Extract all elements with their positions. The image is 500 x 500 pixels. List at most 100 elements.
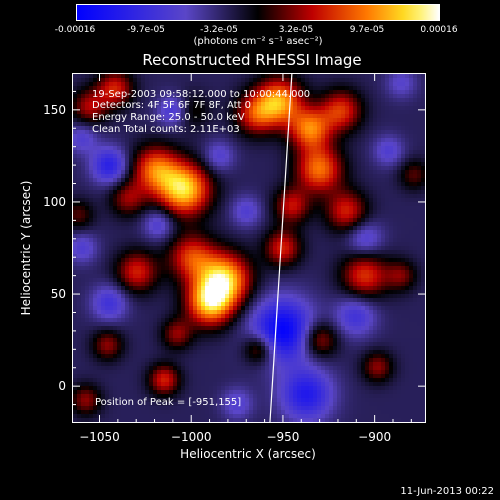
heatmap-cell — [153, 122, 158, 127]
heatmap-cell — [357, 154, 362, 159]
heatmap-cell — [157, 102, 162, 107]
heatmap-cell — [281, 274, 286, 279]
heatmap-cell — [165, 126, 170, 131]
heatmap-cell — [273, 110, 278, 115]
heatmap-cell — [273, 118, 278, 123]
heatmap-cell — [313, 74, 318, 79]
heatmap-cell — [201, 122, 206, 127]
heatmap-cell — [73, 290, 78, 295]
heatmap-cell — [381, 186, 386, 191]
heatmap-cell — [273, 142, 278, 147]
heatmap-cell — [89, 86, 94, 91]
heatmap-cell — [189, 82, 194, 87]
heatmap-cell — [265, 294, 270, 299]
heatmap-cell — [261, 222, 266, 227]
heatmap-cell — [333, 142, 338, 147]
heatmap-cell — [357, 198, 362, 203]
heatmap-cell — [401, 122, 406, 127]
heatmap-cell — [345, 114, 350, 119]
heatmap-cell — [417, 242, 422, 247]
heatmap-cell — [329, 86, 334, 91]
heatmap-cell — [361, 158, 366, 163]
heatmap-cell — [73, 270, 78, 275]
heatmap-cell — [293, 246, 298, 251]
heatmap-cell — [273, 206, 278, 211]
heatmap-cell — [265, 226, 270, 231]
heatmap-cell — [257, 178, 262, 183]
heatmap-cell — [181, 162, 186, 167]
heatmap-cell — [125, 206, 130, 211]
heatmap-cell — [229, 270, 234, 275]
heatmap-cell — [217, 190, 222, 195]
heatmap-cell — [209, 230, 214, 235]
heatmap-cell — [213, 258, 218, 263]
heatmap-cell — [109, 150, 114, 155]
heatmap-cell — [145, 94, 150, 99]
heatmap-cell — [229, 106, 234, 111]
heatmap-cell — [313, 98, 318, 103]
heatmap-cell — [329, 90, 334, 95]
heatmap-cell — [137, 274, 142, 279]
heatmap-cell — [397, 274, 402, 279]
heatmap-cell — [73, 126, 78, 131]
heatmap-cell — [153, 158, 158, 163]
heatmap-cell — [145, 98, 150, 103]
heatmap-cell — [269, 238, 274, 243]
heatmap-cell — [393, 86, 398, 91]
heatmap-cell — [361, 262, 366, 267]
heatmap-cell — [261, 178, 266, 183]
heatmap-cell — [281, 166, 286, 171]
heatmap-cell — [345, 290, 350, 295]
heatmap-cell — [393, 102, 398, 107]
heatmap-cell — [137, 266, 142, 271]
heatmap-cell — [101, 174, 106, 179]
heatmap-cell — [293, 86, 298, 91]
heatmap-cell — [285, 162, 290, 167]
heatmap-cell — [293, 190, 298, 195]
heatmap-cell — [389, 226, 394, 231]
heatmap-cell — [97, 154, 102, 159]
heatmap-cell — [225, 138, 230, 143]
heatmap-cell — [129, 98, 134, 103]
heatmap-cell — [417, 98, 422, 103]
heatmap-cell — [149, 110, 154, 115]
heatmap-cell — [101, 278, 106, 283]
heatmap-cell — [133, 106, 138, 111]
heatmap-cell — [89, 118, 94, 123]
heatmap-cell — [409, 150, 414, 155]
heatmap-cell — [177, 174, 182, 179]
heatmap-cell — [265, 162, 270, 167]
heatmap-cell — [313, 170, 318, 175]
heatmap-cell — [137, 98, 142, 103]
heatmap-cell — [353, 90, 358, 95]
heatmap-cell — [221, 286, 226, 291]
heatmap-cell — [101, 190, 106, 195]
heatmap-cell — [293, 146, 298, 151]
heatmap-cell — [333, 254, 338, 259]
heatmap-cell — [313, 138, 318, 143]
heatmap-cell — [133, 94, 138, 99]
heatmap-cell — [73, 294, 78, 299]
heatmap-cell — [81, 270, 86, 275]
heatmap-cell — [365, 226, 370, 231]
heatmap-cell — [81, 106, 86, 111]
heatmap-cell — [229, 222, 234, 227]
heatmap-cell — [209, 294, 214, 299]
heatmap-cell — [273, 230, 278, 235]
heatmap-cell — [93, 198, 98, 203]
heatmap-cell — [117, 230, 122, 235]
heatmap-cell — [313, 210, 318, 215]
heatmap-cell — [113, 266, 118, 271]
heatmap-cell — [97, 214, 102, 219]
heatmap-cell — [341, 186, 346, 191]
heatmap-cell — [225, 222, 230, 227]
heatmap-cell — [77, 86, 82, 91]
heatmap-cell — [313, 238, 318, 243]
heatmap-cell — [101, 158, 106, 163]
heatmap-cell — [301, 138, 306, 143]
heatmap-cell — [169, 250, 174, 255]
heatmap-cell — [357, 194, 362, 199]
heatmap-cell — [317, 266, 322, 271]
heatmap-cell — [133, 210, 138, 215]
heatmap-cell — [301, 214, 306, 219]
